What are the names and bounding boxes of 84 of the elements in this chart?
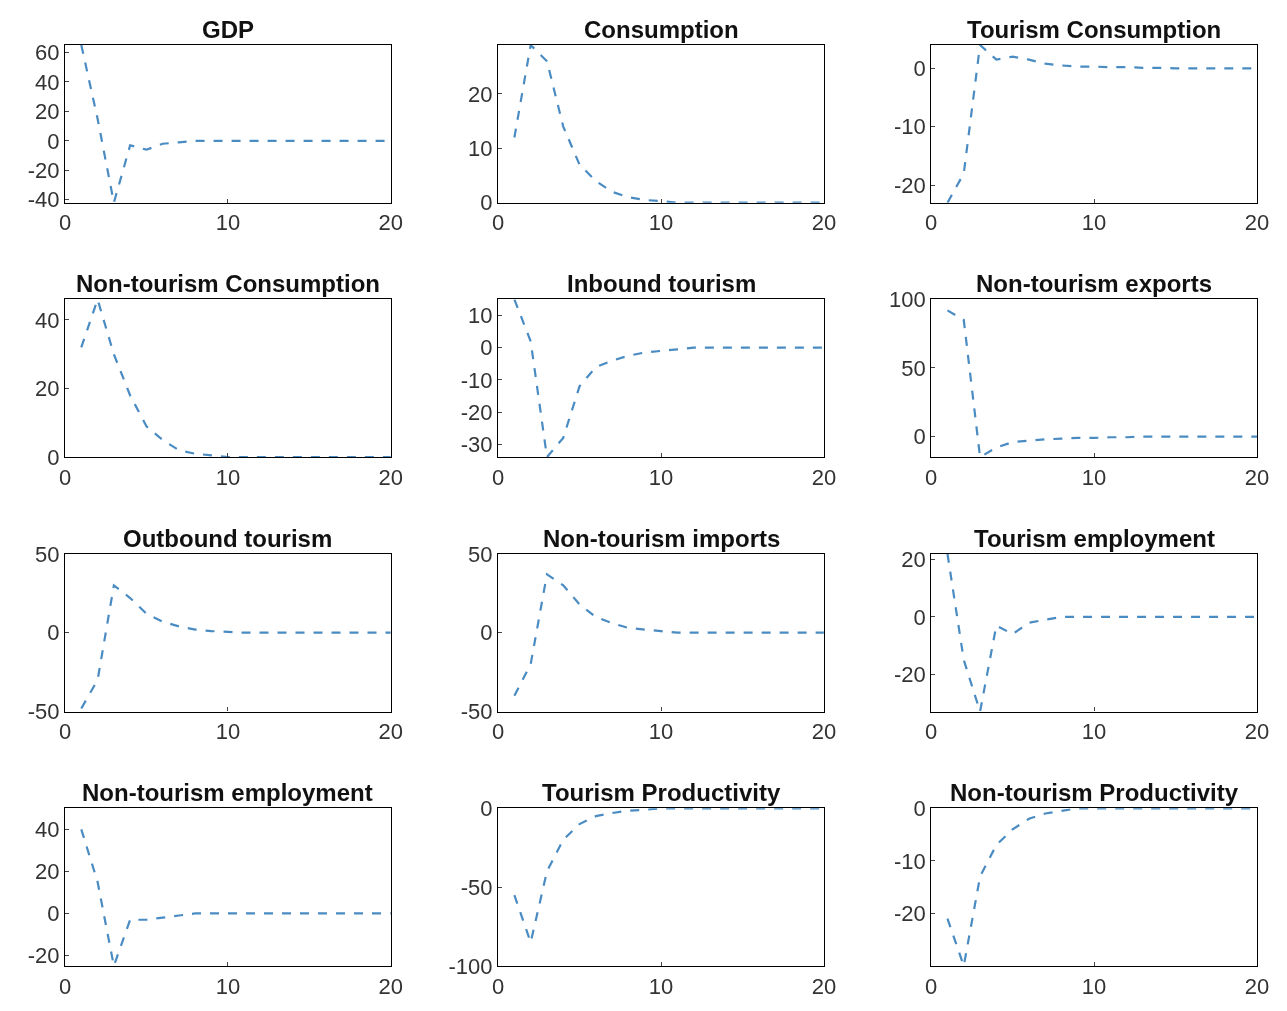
x-tick-label: 20 [1244,464,1270,490]
x-tick-label: 20 [811,210,837,236]
y-tick-label: -10 [893,848,926,874]
x-tick-label: 10 [1081,719,1107,745]
chart-title: Outbound tourism [123,525,333,552]
y-tick-label: -20 [893,172,926,198]
chart-title: Tourism Productivity [542,779,781,806]
chart-title: Non-tourism Productivity [950,779,1239,806]
x-tick-label: 20 [378,210,404,236]
x-tick-label: 20 [811,973,837,999]
chart-title: Inbound tourism [567,270,757,297]
chart-title: Tourism employment [974,525,1215,552]
y-tick-label: 0 [913,56,926,82]
line-series [80,299,391,458]
y-tick-label: 0 [47,901,60,927]
y-tick-label: -10 [893,114,926,140]
x-tick-label: 10 [648,973,674,999]
x-tick-label: 20 [378,973,404,999]
x-tick-label: 10 [215,210,241,236]
chart-title: Non-tourism exports [976,270,1213,297]
y-tick-label: -50 [460,874,493,900]
y-tick-label: -20 [893,901,926,927]
y-tick-label: 50 [35,541,60,567]
y-tick-label: 10 [468,136,493,162]
x-tick-label: 10 [215,973,241,999]
x-tick-label: 10 [1081,210,1107,236]
y-tick-label: 40 [35,69,60,95]
x-tick-label: 10 [215,464,241,490]
line-series [513,299,824,458]
y-tick-label: 50 [468,541,493,567]
y-tick-label: -20 [460,399,493,425]
chart-title: Non-tourism employment [82,779,373,806]
y-tick-label: 10 [468,303,493,329]
y-tick-label: 20 [35,859,60,885]
chart-title: Non-tourism imports [543,525,781,552]
y-tick-label: 0 [913,795,926,821]
x-tick-label: 10 [215,719,241,745]
x-tick-label: 20 [1244,719,1270,745]
y-tick-label: 60 [35,40,60,66]
y-tick-label: 0 [913,424,926,450]
y-tick-label: 40 [35,817,60,843]
y-tick-label: 20 [35,99,60,125]
y-tick-label: 0 [480,620,493,646]
y-tick-label: -20 [27,157,60,183]
y-tick-label: -10 [460,367,493,393]
y-tick-label: -100 [448,953,493,979]
y-tick-label: -20 [893,661,926,687]
y-tick-label: 0 [47,444,60,470]
x-tick-label: 20 [378,719,404,745]
y-tick-label: 0 [913,604,926,630]
y-tick-label: -50 [27,699,60,725]
x-tick-label: 20 [811,464,837,490]
line-series [80,584,391,710]
x-tick-label: 10 [1081,464,1107,490]
chart-title: Tourism Consumption [967,16,1222,43]
x-tick-label: 20 [1244,973,1270,999]
y-tick-label: 0 [480,335,493,361]
line-series [946,553,1257,712]
chart-title: Non-tourism Consumption [76,270,380,297]
y-tick-label: 0 [47,128,60,154]
y-tick-label: 20 [468,81,493,107]
y-tick-label: -30 [460,431,493,457]
x-tick-label: 10 [1081,973,1107,999]
y-tick-label: 50 [901,355,926,381]
y-tick-label: -40 [27,187,60,213]
chart-title: Consumption [584,16,739,43]
y-tick-label: 0 [47,620,60,646]
y-tick-label: -50 [460,699,493,725]
x-tick-label: 20 [811,719,837,745]
y-tick-label: 100 [888,287,926,313]
y-tick-label: 20 [901,547,926,573]
y-tick-label: 20 [35,376,60,402]
x-tick-label: 20 [1244,210,1270,236]
x-tick-label: 10 [648,210,674,236]
chart-title: GDP [202,16,255,43]
x-tick-label: 20 [378,464,404,490]
y-tick-label: 40 [35,307,60,333]
x-tick-label: 10 [648,719,674,745]
y-tick-label: -20 [27,943,60,969]
line-series [513,573,824,697]
line-series [946,309,1257,458]
y-tick-label: 0 [480,190,493,216]
y-tick-label: 0 [480,795,493,821]
x-tick-label: 10 [648,464,674,490]
